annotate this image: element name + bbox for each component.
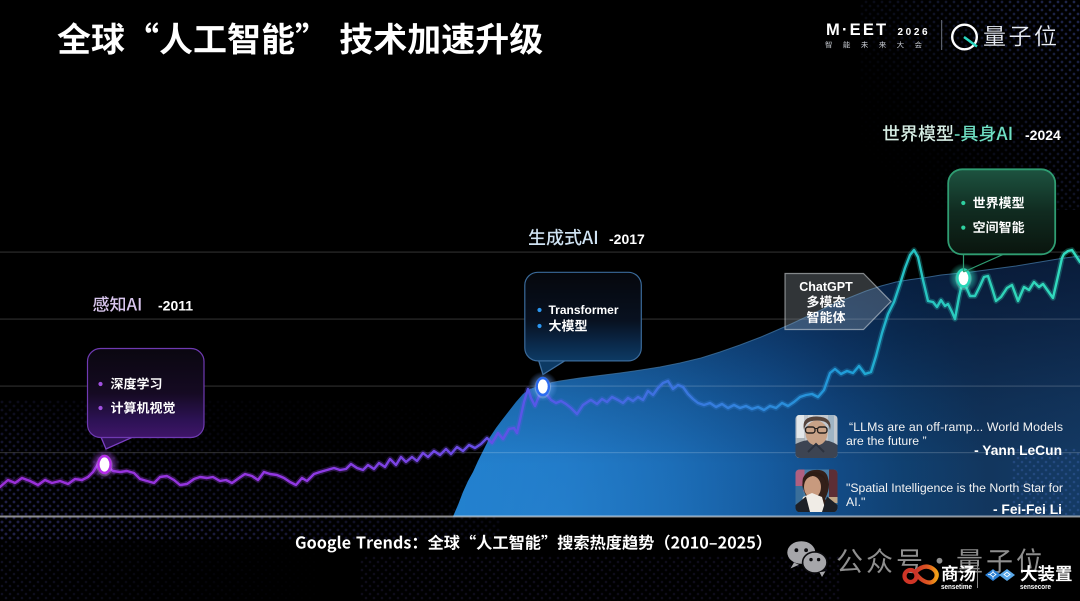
svg-text:Transformer: Transformer [549,303,619,317]
svg-text:AI.": AI." [846,495,865,509]
svg-text:are the future ”: are the future ” [846,434,927,448]
svg-text:M·EET: M·EET [826,21,888,39]
svg-text:"Spatial Intelligence is the N: "Spatial Intelligence is the North Star … [846,481,1063,495]
svg-text:- Fei-Fei Li: - Fei-Fei Li [993,502,1062,517]
svg-text:sensetime: sensetime [941,582,972,591]
svg-text:- Yann LeCun: - Yann LeCun [974,443,1062,458]
svg-text:“LLMs are an off-ramp... World: “LLMs are an off-ramp... World Models [849,420,1063,434]
svg-text:sensecore: sensecore [1020,582,1051,591]
svg-text:-2017: -2017 [609,231,645,247]
svg-text:-2024: -2024 [1025,127,1061,143]
svg-text:2026: 2026 [898,27,931,38]
svg-text:-2011: -2011 [158,298,193,314]
svg-text:ChatGPT: ChatGPT [799,280,853,294]
